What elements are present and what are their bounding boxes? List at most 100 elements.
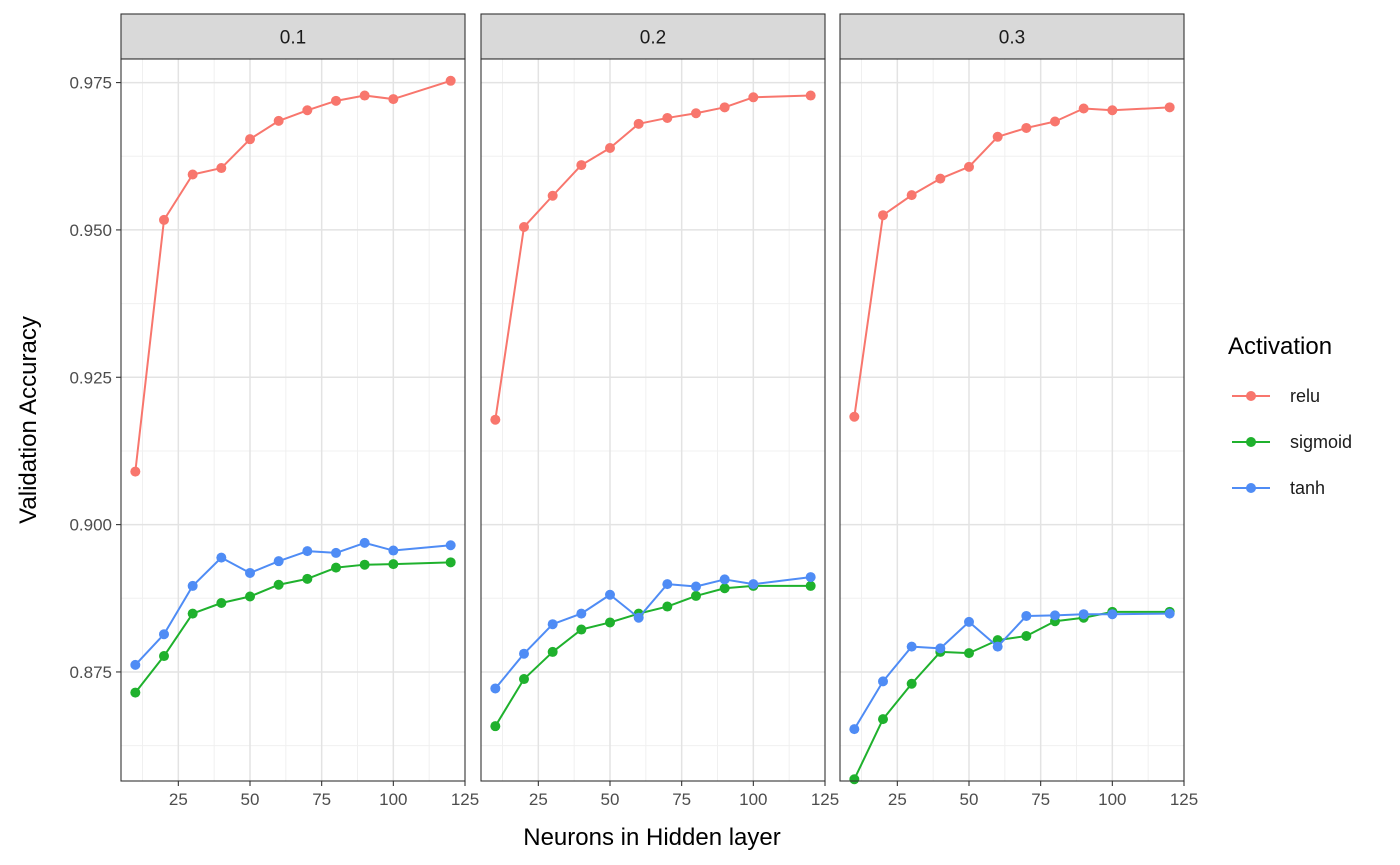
facet-strip bbox=[120, 13, 466, 60]
data-point-relu bbox=[878, 210, 888, 221]
panel-border bbox=[120, 58, 466, 782]
data-point-tanh bbox=[245, 567, 255, 578]
data-point-relu bbox=[576, 160, 587, 171]
data-point-sigmoid bbox=[878, 714, 888, 725]
data-point-sigmoid bbox=[159, 651, 169, 662]
data-point-tanh bbox=[159, 629, 169, 640]
legend-label: tanh bbox=[1290, 478, 1325, 498]
x-tick-label: 25 bbox=[529, 790, 548, 809]
data-point-sigmoid bbox=[490, 721, 501, 732]
data-point-relu bbox=[1050, 116, 1060, 127]
data-point-tanh bbox=[1164, 608, 1175, 619]
data-point-sigmoid bbox=[576, 624, 587, 635]
data-point-tanh bbox=[748, 579, 759, 590]
x-tick-label: 75 bbox=[312, 790, 331, 809]
data-point-relu bbox=[302, 105, 313, 116]
data-point-relu bbox=[245, 134, 255, 145]
data-point-tanh bbox=[490, 683, 501, 694]
data-point-sigmoid bbox=[445, 557, 456, 568]
data-point-tanh bbox=[878, 676, 888, 687]
data-point-sigmoid bbox=[519, 674, 529, 685]
data-point-tanh bbox=[605, 589, 615, 600]
legend-key-point bbox=[1246, 437, 1256, 447]
data-point-tanh bbox=[1050, 610, 1060, 621]
data-point-sigmoid bbox=[1021, 631, 1032, 642]
series-sigmoid bbox=[130, 557, 456, 698]
data-point-relu bbox=[130, 466, 141, 477]
data-point-tanh bbox=[576, 608, 587, 619]
data-point-relu bbox=[1164, 102, 1175, 113]
x-tick-label: 100 bbox=[739, 790, 767, 809]
x-tick-label: 100 bbox=[1098, 790, 1126, 809]
legend-key-point bbox=[1246, 391, 1256, 401]
series-tanh bbox=[130, 537, 456, 670]
series-tanh bbox=[849, 608, 1175, 735]
x-tick-label: 50 bbox=[960, 790, 979, 809]
data-point-relu bbox=[359, 90, 370, 101]
data-point-relu bbox=[159, 214, 169, 225]
y-tick-label: 0.925 bbox=[69, 368, 112, 387]
data-point-tanh bbox=[992, 641, 1003, 652]
data-point-sigmoid bbox=[331, 562, 341, 573]
series-relu bbox=[849, 102, 1175, 422]
data-point-tanh bbox=[216, 552, 227, 563]
panel-border bbox=[480, 58, 826, 782]
data-point-tanh bbox=[633, 612, 644, 623]
data-point-tanh bbox=[1021, 610, 1032, 621]
x-tick-label: 25 bbox=[888, 790, 907, 809]
data-point-tanh bbox=[302, 546, 313, 557]
x-tick-label: 75 bbox=[1031, 790, 1050, 809]
legend-entry-sigmoid: sigmoid bbox=[1232, 432, 1352, 452]
x-axis-title: Neurons in Hidden layer bbox=[523, 824, 780, 851]
data-point-relu bbox=[388, 94, 399, 105]
x-tick-label: 50 bbox=[241, 790, 260, 809]
data-point-relu bbox=[1021, 122, 1032, 133]
data-point-tanh bbox=[935, 643, 946, 654]
data-point-tanh bbox=[906, 641, 917, 652]
data-point-sigmoid bbox=[302, 573, 313, 584]
data-point-tanh bbox=[388, 545, 399, 556]
data-point-tanh bbox=[1107, 609, 1118, 620]
data-point-relu bbox=[1078, 103, 1089, 114]
x-tick-label: 125 bbox=[811, 790, 839, 809]
data-point-tanh bbox=[719, 574, 730, 585]
data-point-sigmoid bbox=[805, 580, 816, 591]
data-point-relu bbox=[605, 142, 615, 153]
data-point-relu bbox=[719, 102, 730, 113]
data-point-sigmoid bbox=[906, 678, 917, 689]
facet-panel-2: 0.2 25 50 75 100 125 bbox=[480, 13, 839, 809]
data-point-sigmoid bbox=[849, 774, 860, 785]
legend-key-point bbox=[1246, 483, 1256, 493]
x-tick-label: 25 bbox=[169, 790, 188, 809]
data-point-tanh bbox=[964, 616, 974, 627]
x-tick-label: 100 bbox=[379, 790, 407, 809]
data-point-sigmoid bbox=[388, 559, 399, 570]
y-tick-label: 0.950 bbox=[69, 221, 112, 240]
data-point-relu bbox=[547, 190, 558, 201]
data-point-sigmoid bbox=[130, 687, 141, 698]
data-point-tanh bbox=[445, 540, 456, 551]
facet-panel-1: 0.1 25 50 75 100 125 bbox=[120, 13, 479, 809]
x-tick-label: 75 bbox=[672, 790, 691, 809]
x-tick-label: 125 bbox=[451, 790, 479, 809]
data-point-sigmoid bbox=[187, 608, 198, 619]
data-point-tanh bbox=[273, 556, 284, 567]
legend-label: sigmoid bbox=[1290, 432, 1352, 452]
data-point-relu bbox=[519, 221, 529, 232]
data-point-tanh bbox=[547, 619, 558, 630]
data-point-relu bbox=[331, 95, 341, 106]
legend-entry-relu: relu bbox=[1232, 386, 1320, 406]
data-point-relu bbox=[662, 112, 673, 123]
data-point-relu bbox=[805, 90, 816, 101]
data-point-relu bbox=[992, 131, 1003, 142]
data-point-sigmoid bbox=[359, 559, 370, 570]
data-point-relu bbox=[1107, 105, 1118, 116]
panels-layer: 0.1 25 50 75 100 125 0.2 25 50 75 100 125 0.3 25 50 75 1… bbox=[120, 13, 1198, 809]
data-point-tanh bbox=[1078, 609, 1089, 620]
data-point-tanh bbox=[187, 580, 198, 591]
series-relu bbox=[490, 90, 816, 425]
data-point-tanh bbox=[130, 659, 141, 670]
data-point-sigmoid bbox=[691, 590, 701, 601]
